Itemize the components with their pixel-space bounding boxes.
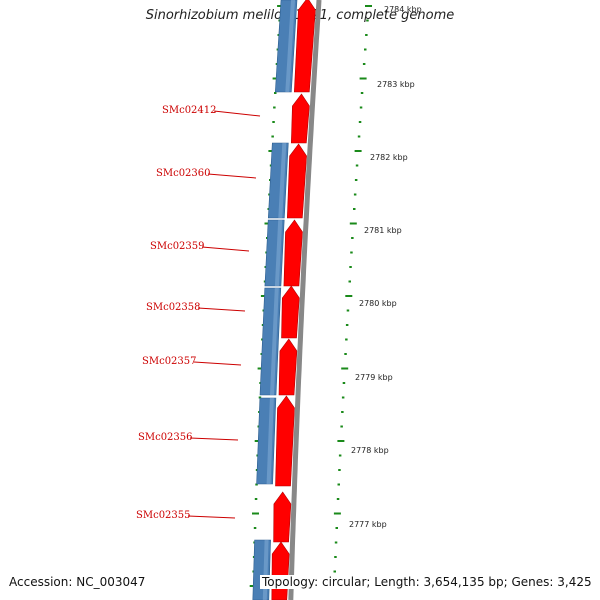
reverse-gene-highlight — [278, 143, 287, 218]
scale-label-2783: 2783 kbp — [377, 80, 415, 89]
forward-gene-arrow[interactable] — [293, 0, 316, 93]
genome-backbone — [288, 0, 322, 600]
gc-skew-track-outer — [330, 5, 372, 587]
scale-label-2784: 2784 kbp — [384, 5, 422, 14]
leader-line-smc02358 — [197, 307, 246, 312]
gene-label-smc02355[interactable]: SMc02355 — [136, 510, 191, 521]
accession-text: Accession: NC_003047 — [9, 575, 146, 589]
forward-gene-arrow[interactable] — [290, 93, 310, 144]
leader-line-smc02360 — [207, 173, 257, 179]
reverse-gene-highlight — [274, 220, 283, 286]
scale-labels: 2784 kbp 2783 kbp 2782 kbp 2781 kbp 2780… — [349, 5, 422, 529]
leader-line-smc02357 — [193, 361, 242, 366]
scale-label-2778: 2778 kbp — [351, 446, 389, 455]
forward-gene-arrow[interactable] — [275, 395, 295, 487]
forward-gene-arrow[interactable] — [273, 491, 292, 543]
leader-line-smc02412 — [213, 110, 261, 117]
gene-label-smc02356[interactable]: SMc02356 — [138, 432, 193, 443]
genome-summary-text: Topology: circular; Length: 3,654,135 bp… — [260, 575, 594, 589]
reverse-gene-highlight — [266, 398, 274, 484]
reverse-gene-highlight — [270, 288, 279, 395]
gene-labels: SMc02412 SMc02360 SMc02359 SMc02358 SMc0… — [136, 105, 261, 521]
leader-line-smc02355 — [187, 515, 236, 519]
scale-label-2780: 2780 kbp — [359, 299, 397, 308]
gene-label-smc02357[interactable]: SMc02357 — [142, 356, 197, 367]
forward-gene-arrow[interactable] — [271, 541, 290, 600]
reverse-strand-track — [252, 0, 298, 600]
forward-gene-arrow[interactable] — [286, 143, 307, 219]
forward-gene-arrow[interactable] — [283, 219, 303, 287]
scale-label-2779: 2779 kbp — [355, 373, 393, 382]
gene-label-smc02360[interactable]: SMc02360 — [156, 168, 211, 179]
leader-line-smc02356 — [189, 437, 239, 441]
gene-label-smc02359[interactable]: SMc02359 — [150, 241, 205, 252]
leader-line-smc02359 — [201, 246, 250, 252]
forward-gene-arrow[interactable] — [281, 285, 300, 339]
gene-label-smc02358[interactable]: SMc02358 — [146, 302, 201, 313]
reverse-gene-highlight — [285, 0, 295, 92]
gene-label-smc02412[interactable]: SMc02412 — [162, 105, 217, 116]
scale-label-2782: 2782 kbp — [370, 153, 408, 162]
forward-gene-arrow[interactable] — [278, 338, 298, 396]
scale-label-2781: 2781 kbp — [364, 226, 402, 235]
scale-label-2777: 2777 kbp — [349, 520, 387, 529]
